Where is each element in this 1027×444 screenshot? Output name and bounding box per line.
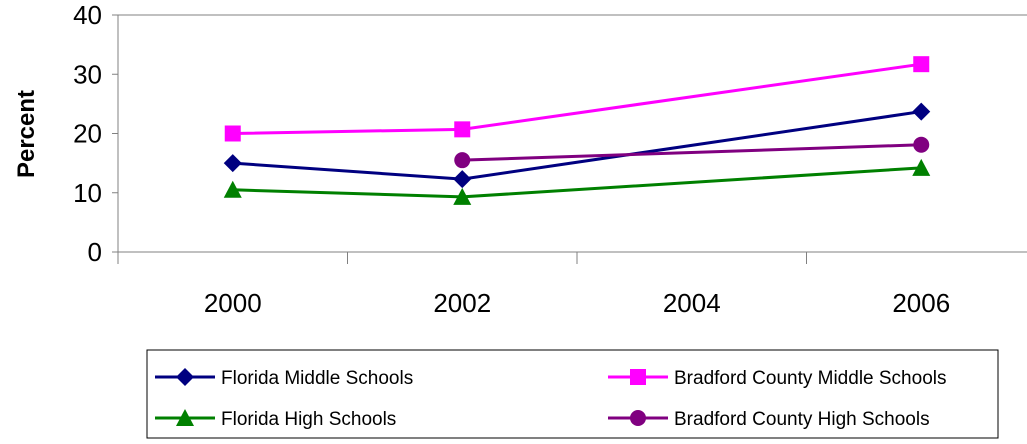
legend-marker [630,369,646,385]
data-point [454,121,471,138]
data-point [453,170,472,189]
legend-box [146,349,999,439]
x-tick-label: 2002 [433,288,491,318]
legend-items: Florida Middle Schools Bradford County Mi… [155,368,946,430]
legend-marker [176,368,194,386]
data-point [913,136,930,153]
data-point [223,180,242,198]
series-3 [454,136,930,169]
data-point [912,158,931,176]
series-layer [223,56,931,205]
series-0 [223,102,931,189]
legend-label: Bradford County High Schools [674,409,930,430]
legend-label: Florida Middle Schools [221,368,413,389]
data-point [224,125,241,142]
data-point [912,102,931,121]
data-point [454,152,471,169]
data-point [223,154,242,173]
legend-label: Bradford County Middle Schools [674,368,946,389]
y-tick-label: 40 [73,0,102,30]
legend-marker [176,409,194,426]
y-tick-label: 20 [73,119,102,149]
data-point [913,56,930,73]
y-tick-label: 10 [73,178,102,208]
x-tick-label: 2004 [663,288,721,318]
legend-item: Florida High Schools [155,409,396,430]
series-1 [224,56,930,142]
y-axis-title: Percent [13,90,40,178]
x-axis: 2000 2002 2004 2006 [117,252,950,318]
legend-item: Bradford County Middle Schools [608,368,946,389]
legend-item: Bradford County High Schools [608,409,930,430]
legend-item: Florida Middle Schools [155,368,413,389]
y-axis: 0 10 20 30 40 [73,0,118,267]
data-point [453,187,472,205]
y-tick-label: 30 [73,59,102,89]
legend-label: Florida High Schools [221,409,396,430]
y-tick-label: 0 [88,237,102,267]
legend-marker [630,410,646,426]
x-tick-label: 2000 [204,288,262,318]
series-2 [223,158,931,205]
series-line [462,143,922,162]
legend: Florida Middle Schools Bradford County Mi… [146,349,999,439]
x-tick-label: 2006 [892,288,950,318]
